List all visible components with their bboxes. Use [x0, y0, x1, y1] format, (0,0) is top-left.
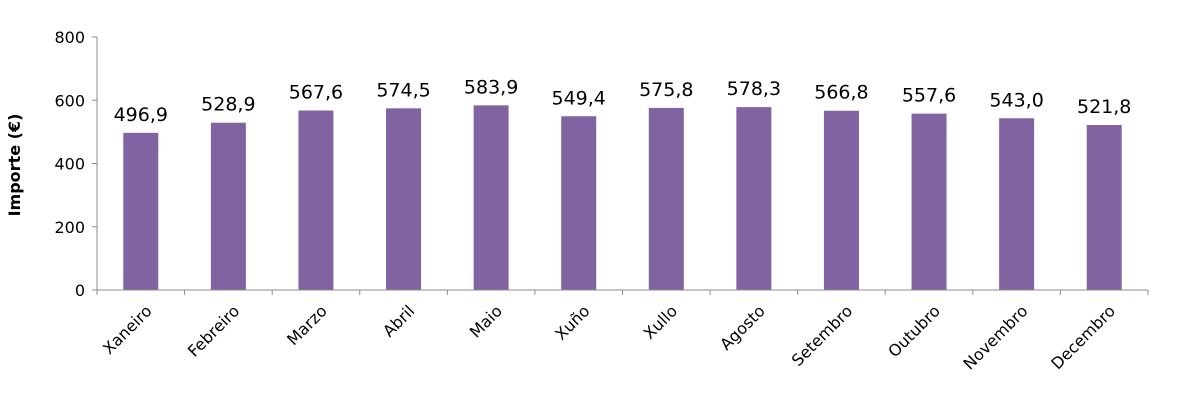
x-category-label: Xullo	[640, 301, 682, 343]
bar	[1086, 124, 1122, 291]
data-label: 583,9	[464, 76, 518, 98]
bar	[210, 122, 246, 290]
bar	[999, 118, 1035, 291]
y-axis: 0 200 400 600 800	[54, 28, 1149, 300]
bar	[123, 132, 159, 290]
bar	[736, 107, 772, 290]
data-label: 566,8	[814, 82, 868, 104]
data-labels: 496,9 528,9 567,6 574,5 583,9 549,4 575,8 578,3…	[114, 76, 1132, 126]
bar	[911, 113, 947, 290]
bar	[386, 108, 422, 290]
x-category-label: Agosto	[716, 301, 769, 354]
bar	[561, 116, 597, 290]
data-label: 557,6	[902, 85, 956, 107]
data-label: 575,8	[639, 79, 693, 101]
y-tick-label: 200	[54, 218, 85, 237]
data-label: 574,5	[376, 79, 430, 101]
x-category-label: Abril	[379, 301, 418, 340]
y-tick-label: 400	[54, 155, 85, 174]
data-label: 521,8	[1077, 96, 1131, 118]
bar	[648, 107, 684, 290]
y-tick-label: 0	[75, 281, 85, 300]
data-label: 496,9	[114, 104, 168, 126]
x-category-label: Xuño	[551, 301, 593, 343]
data-label: 549,4	[552, 87, 606, 109]
x-category-label: Maio	[466, 301, 506, 341]
x-category-label: Setembro	[788, 301, 857, 370]
bar	[473, 105, 509, 291]
y-tick-label: 800	[54, 28, 85, 47]
y-axis-title: Importe (€)	[5, 114, 24, 217]
x-category-label: Novembro	[959, 301, 1031, 373]
x-category-label: Outubro	[884, 301, 944, 361]
data-label: 543,0	[989, 89, 1043, 111]
bar	[298, 110, 334, 291]
x-category-label: Marzo	[283, 301, 331, 349]
x-axis-labels: Xaneiro Febreiro Marzo Abril Maio Xuño Xullo Ag…	[99, 301, 1119, 373]
bar	[823, 110, 859, 290]
data-label: 578,3	[727, 78, 781, 100]
bars	[123, 105, 1122, 291]
x-category-label: Decembro	[1047, 301, 1119, 373]
x-category-label: Febreiro	[184, 301, 243, 360]
data-label: 567,6	[289, 81, 343, 103]
data-label: 528,9	[201, 94, 255, 116]
y-tick-label: 600	[54, 91, 85, 110]
x-category-label: Xaneiro	[99, 301, 156, 358]
